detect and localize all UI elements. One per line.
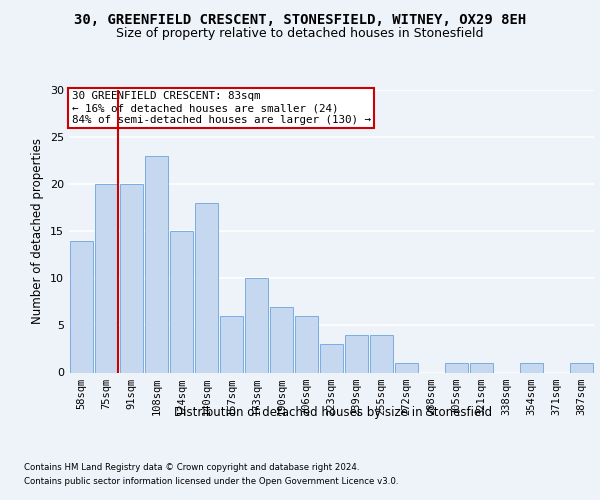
Text: 30 GREENFIELD CRESCENT: 83sqm
← 16% of detached houses are smaller (24)
84% of s: 30 GREENFIELD CRESCENT: 83sqm ← 16% of d… [71,92,371,124]
Bar [194,203,218,372]
Bar [344,335,368,372]
Bar [295,316,319,372]
Y-axis label: Number of detached properties: Number of detached properties [31,138,44,324]
Text: Contains HM Land Registry data © Crown copyright and database right 2024.: Contains HM Land Registry data © Crown c… [24,463,359,472]
Bar [320,344,343,372]
Bar [395,363,418,372]
Text: 30, GREENFIELD CRESCENT, STONESFIELD, WITNEY, OX29 8EH: 30, GREENFIELD CRESCENT, STONESFIELD, WI… [74,12,526,26]
Bar [145,156,169,372]
Bar [520,363,544,372]
Bar [470,363,493,372]
Text: Distribution of detached houses by size in Stonesfield: Distribution of detached houses by size … [174,406,492,419]
Bar [245,278,268,372]
Bar [119,184,143,372]
Text: Contains public sector information licensed under the Open Government Licence v3: Contains public sector information licen… [24,476,398,486]
Bar [269,306,293,372]
Bar [569,363,593,372]
Bar [70,240,94,372]
Text: Size of property relative to detached houses in Stonesfield: Size of property relative to detached ho… [116,28,484,40]
Bar [370,335,394,372]
Bar [445,363,469,372]
Bar [95,184,118,372]
Bar [170,231,193,372]
Bar [220,316,244,372]
